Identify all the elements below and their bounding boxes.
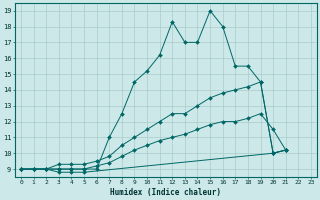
X-axis label: Humidex (Indice chaleur): Humidex (Indice chaleur) [110,188,221,197]
